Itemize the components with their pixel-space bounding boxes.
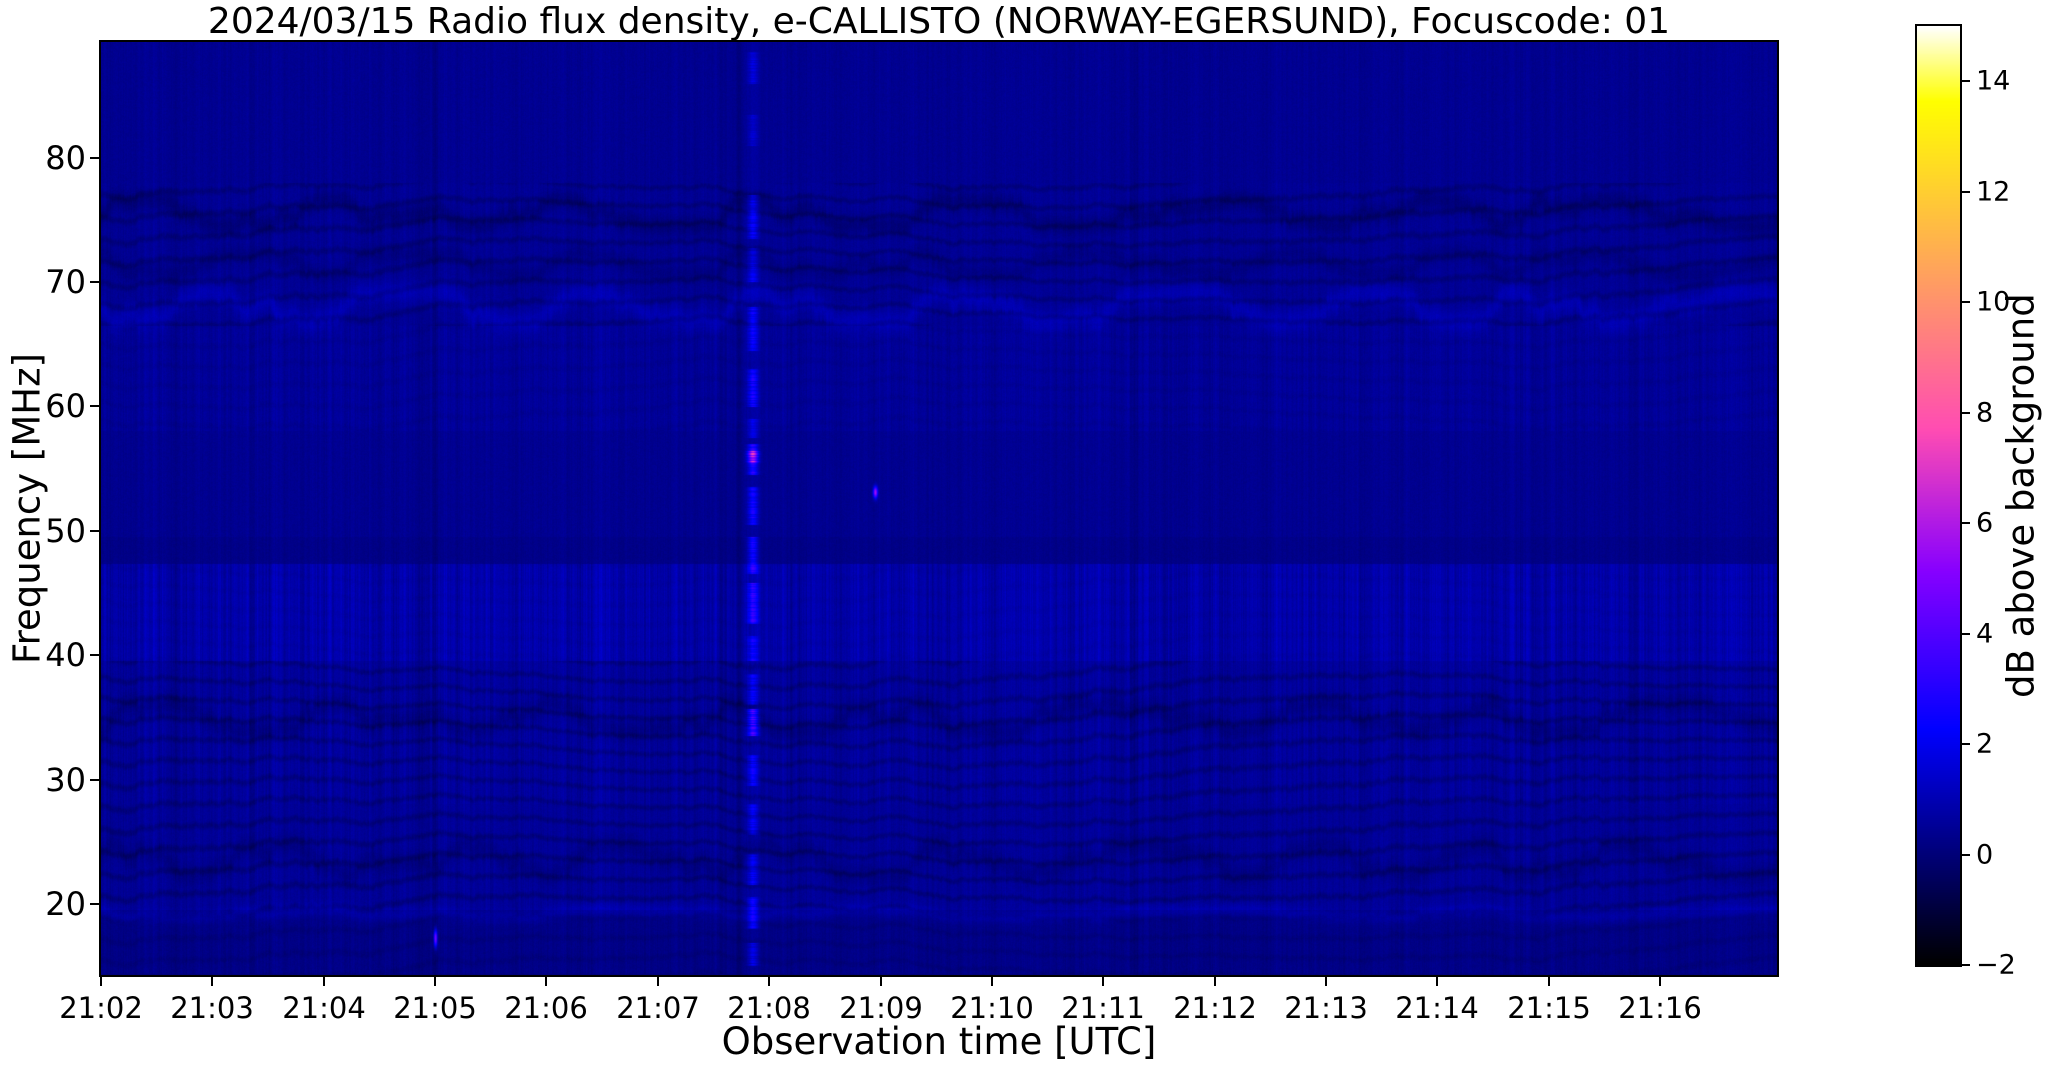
x-tick-label: 21:09	[839, 991, 923, 1025]
colorbar-tick-mark	[1962, 633, 1970, 635]
colorbar-tick-label: 0	[1976, 839, 1994, 871]
colorbar-tick-label: 10	[1976, 286, 2011, 318]
colorbar-tick-label: 14	[1976, 65, 2011, 97]
y-tick-mark	[90, 405, 99, 407]
x-tick-label: 21:02	[59, 991, 143, 1025]
chart-title: 2024/03/15 Radio flux density, e-CALLIST…	[207, 1, 1671, 42]
x-tick-mark	[880, 977, 882, 986]
x-tick-label: 21:04	[282, 991, 366, 1025]
x-tick-label: 21:03	[170, 991, 254, 1025]
x-tick-mark	[1436, 977, 1438, 986]
colorbar-tick-mark	[1962, 301, 1970, 303]
x-tick-mark	[768, 977, 770, 986]
y-tick-label: 30	[45, 761, 86, 799]
y-tick-label: 20	[45, 885, 86, 923]
y-tick-label: 80	[45, 139, 86, 177]
y-tick-mark	[90, 654, 99, 656]
colorbar-canvas	[1917, 26, 1960, 965]
colorbar-tick-mark	[1962, 412, 1970, 414]
y-tick-label: 70	[45, 263, 86, 301]
y-tick-mark	[90, 903, 99, 905]
x-tick-label: 21:11	[1061, 991, 1145, 1025]
x-tick-mark	[211, 977, 213, 986]
colorbar-tick-mark	[1962, 522, 1970, 524]
colorbar-tick-mark	[1962, 191, 1970, 193]
x-tick-mark	[991, 977, 993, 986]
x-tick-label: 21:12	[1173, 991, 1257, 1025]
y-tick-label: 40	[45, 636, 86, 674]
colorbar-tick-mark	[1962, 854, 1970, 856]
y-tick-mark	[90, 281, 99, 283]
x-tick-label: 21:07	[616, 991, 700, 1025]
colorbar-tick-label: 8	[1976, 397, 1994, 429]
colorbar	[1915, 24, 1962, 967]
x-tick-mark	[434, 977, 436, 986]
colorbar-tick-mark	[1962, 964, 1970, 966]
colorbar-tick-mark	[1962, 80, 1970, 82]
x-tick-label: 21:08	[727, 991, 811, 1025]
x-tick-mark	[100, 977, 102, 986]
x-tick-mark	[1214, 977, 1216, 986]
x-axis-label: Observation time [UTC]	[721, 1020, 1157, 1063]
colorbar-label: dB above background	[1999, 293, 2043, 698]
x-tick-mark	[1325, 977, 1327, 986]
x-tick-label: 21:10	[950, 991, 1034, 1025]
y-tick-mark	[90, 530, 99, 532]
x-tick-label: 21:16	[1618, 991, 1702, 1025]
colorbar-tick-label: 6	[1976, 507, 1994, 539]
plot-area	[99, 40, 1779, 977]
y-tick-label: 50	[45, 512, 86, 550]
colorbar-tick-mark	[1962, 743, 1970, 745]
x-tick-mark	[1102, 977, 1104, 986]
x-tick-label: 21:05	[393, 991, 477, 1025]
colorbar-tick-label: −2	[1976, 949, 2016, 981]
x-tick-mark	[1548, 977, 1550, 986]
x-tick-mark	[545, 977, 547, 986]
x-tick-mark	[323, 977, 325, 986]
x-tick-mark	[657, 977, 659, 986]
x-tick-label: 21:13	[1284, 991, 1368, 1025]
colorbar-tick-label: 4	[1976, 618, 1994, 650]
x-tick-mark	[1659, 977, 1661, 986]
x-tick-label: 21:15	[1507, 991, 1591, 1025]
y-tick-mark	[90, 157, 99, 159]
spectrogram-canvas	[101, 42, 1777, 975]
x-tick-label: 21:14	[1395, 991, 1479, 1025]
y-tick-label: 60	[45, 387, 86, 425]
y-axis-label: Frequency [MHz]	[5, 353, 49, 664]
y-tick-mark	[90, 779, 99, 781]
x-tick-label: 21:06	[504, 991, 588, 1025]
colorbar-tick-label: 12	[1976, 176, 2011, 208]
colorbar-tick-label: 2	[1976, 728, 1994, 760]
